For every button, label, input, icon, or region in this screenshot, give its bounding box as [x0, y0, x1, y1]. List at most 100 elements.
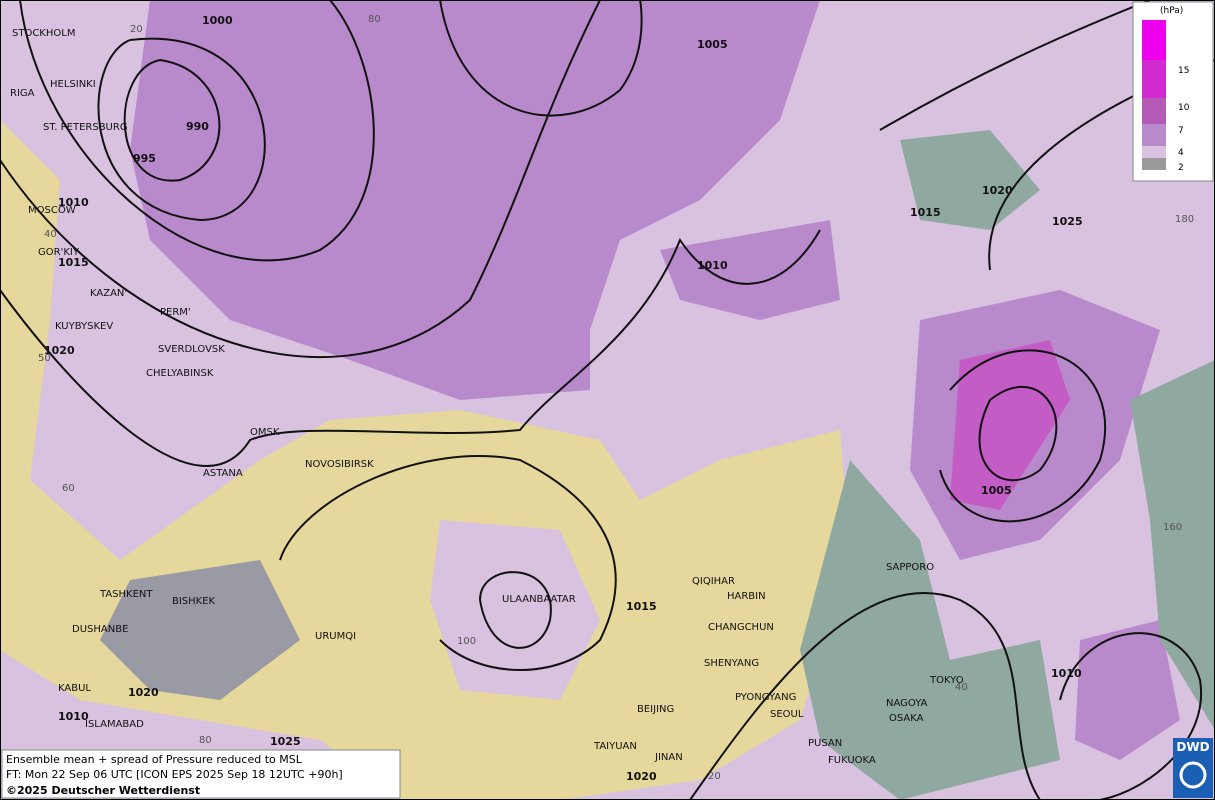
city-label: TAIYUAN: [593, 741, 637, 752]
isobar: [978, 386, 1058, 482]
isobar-label: 1015: [626, 600, 657, 613]
city-label: GOR'KIY: [38, 247, 80, 258]
sea: [1130, 360, 1215, 730]
city-label: PUSAN: [808, 738, 842, 749]
isobar-label: 1020: [982, 184, 1013, 197]
city-label: HELSINKI: [50, 79, 96, 90]
sea: [900, 130, 1040, 230]
grid-label: 100: [457, 636, 476, 647]
legend-swatch: [1142, 146, 1166, 158]
isobar-label: 1015: [910, 206, 941, 219]
spread-region: [1075, 620, 1180, 760]
legend-level: 7: [1178, 126, 1184, 136]
city-label: OMSK: [250, 427, 280, 438]
city-label: ULAANBAATAR: [502, 594, 576, 605]
grid-label: 50: [38, 353, 51, 364]
isobar-label: 995: [133, 152, 156, 165]
city-label: QIQIHAR: [692, 576, 735, 587]
city-label: URUMQI: [315, 631, 356, 642]
footer-line: ©2025 Deutscher Wetterdienst: [6, 784, 200, 797]
city-label: PERM': [160, 307, 191, 318]
logo: DWD: [1173, 738, 1213, 798]
city-label: BISHKEK: [172, 596, 216, 607]
legend-swatch: [1142, 98, 1166, 124]
grid-label: 80: [368, 14, 381, 25]
city-label: NOVOSIBIRSK: [305, 459, 374, 470]
city-label: CHELYABINSK: [146, 368, 214, 379]
legend: (hPa) 15 10 7 4 2: [1132, 1, 1214, 182]
isobar-label: 1025: [270, 735, 301, 748]
city-label: BEIJING: [637, 704, 674, 715]
legend-swatch: [1142, 20, 1166, 60]
grid-label: 60: [62, 483, 75, 494]
grid-label: 40: [44, 229, 57, 240]
isobar-label: 1020: [626, 770, 657, 783]
legend-unit: (hPa): [1160, 6, 1183, 16]
isobar-label: 1010: [1051, 667, 1082, 680]
isobar: [19, 0, 375, 262]
isobar-label: 1020: [128, 686, 159, 699]
mountains: [100, 560, 300, 700]
isobar-label: 1025: [1052, 215, 1083, 228]
city-label: RIGA: [10, 88, 35, 99]
city-label: OSAKA: [889, 713, 924, 724]
city-label: ST. PETERSBURG: [43, 122, 128, 133]
city-label: ISLAMABAD: [85, 719, 144, 730]
city-label: TOKYO: [929, 675, 964, 686]
legend-level: 15: [1178, 66, 1189, 76]
isobar: [279, 455, 617, 671]
isobar: [1059, 632, 1203, 800]
footer-box: [1, 749, 401, 799]
isobar-label: 990: [186, 120, 209, 133]
city-label: PYONGYANG: [735, 692, 796, 703]
grid-label: 180: [1175, 214, 1194, 225]
legend-swatch: [1142, 124, 1166, 146]
grid-label: 20: [708, 771, 721, 782]
isobar-label: 1015: [58, 256, 89, 269]
spread-region: [950, 340, 1070, 510]
city-label: SVERDLOVSK: [158, 344, 225, 355]
isobar: [123, 59, 221, 182]
isobar-label: 1000: [202, 14, 233, 27]
city-label: SEOUL: [770, 709, 804, 720]
labels: STOCKHOLM HELSINKI RIGA ST. PETERSBURG M…: [10, 14, 1194, 783]
grid-label: 160: [1163, 522, 1182, 533]
spread-region: [130, 0, 820, 400]
legend-level: 10: [1178, 103, 1190, 113]
city-label: TASHKENT: [99, 589, 153, 600]
isobar: [689, 592, 1041, 800]
legend-swatch: [1142, 60, 1166, 98]
isobar: [939, 349, 1107, 523]
spread-region: [660, 220, 840, 320]
sea: [800, 460, 1060, 800]
isobar: [0, 0, 601, 358]
legend-level: 4: [1178, 148, 1184, 158]
legend-swatch: [1142, 158, 1166, 170]
city-label: ASTANA: [203, 468, 243, 479]
city-label: JINAN: [654, 752, 683, 763]
footer-line: FT: Mon 22 Sep 06 UTC [ICON EPS 2025 Sep…: [6, 768, 343, 781]
isobar-label: 1005: [697, 38, 728, 51]
logo-text: DWD: [1176, 740, 1209, 754]
city-label: KUYBYSKEV: [55, 321, 113, 332]
isobar-label: 1010: [697, 259, 728, 272]
footer-line: Ensemble mean + spread of Pressure reduc…: [6, 753, 303, 766]
city-label: MOSCOW: [28, 205, 76, 216]
grid-label: 40: [955, 682, 968, 693]
city-label: DUSHANBE: [72, 624, 128, 635]
isobar: [439, 0, 643, 117]
city-label: STOCKHOLM: [12, 28, 75, 39]
city-label: FUKUOKA: [828, 755, 876, 766]
logo-icon: [1179, 761, 1207, 789]
isobar-label: 1020: [44, 344, 75, 357]
grid-label: 80: [199, 735, 212, 746]
footer: Ensemble mean + spread of Pressure reduc…: [1, 749, 401, 799]
isobar-label: 1010: [58, 196, 89, 209]
city-label: CHANGCHUN: [708, 622, 774, 633]
city-label: KAZAN': [90, 288, 127, 299]
city-label: NAGOYA: [886, 698, 928, 709]
grid-label: 20: [130, 24, 143, 35]
legend-level: 2: [1178, 163, 1184, 173]
isobar: [0, 229, 821, 467]
